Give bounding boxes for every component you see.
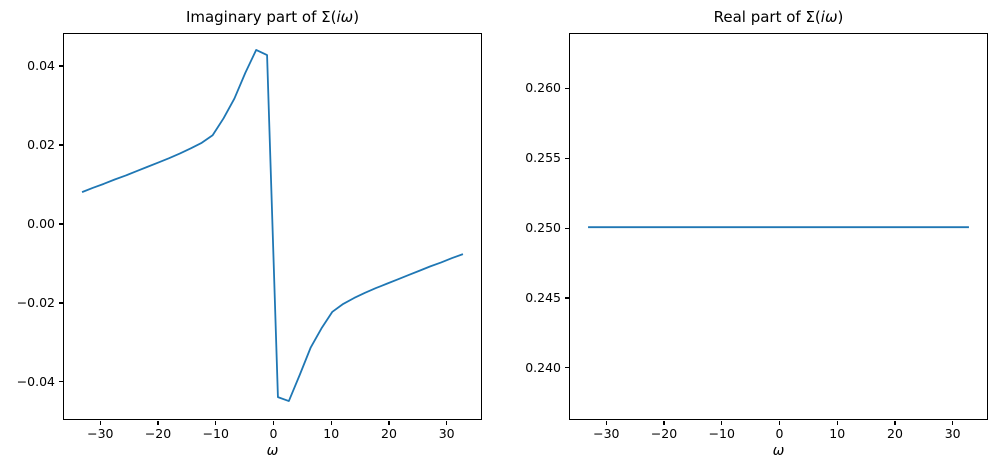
plot-area-imaginary: −30 −20 −10 0 10 20 30 0.04 0.02 0.00 −0.02 −0.04 bbox=[17, 33, 482, 441]
y-tick-label: 0.245 bbox=[525, 290, 561, 306]
y-tick-mark bbox=[59, 144, 63, 146]
y-tick-label: 0.04 bbox=[27, 57, 55, 73]
plot-area-real: −30 −20 −10 0 10 20 30 0.260 0.255 0.250 0.245 0.24… bbox=[525, 33, 988, 441]
x-tick-mark bbox=[952, 421, 954, 425]
title-text: Imaginary part of Σ( bbox=[185, 8, 337, 26]
x-tick-mark bbox=[605, 421, 607, 425]
x-tick-mark bbox=[215, 421, 217, 425]
x-tick-mark bbox=[272, 421, 275, 425]
y-tick-mark bbox=[565, 157, 569, 159]
x-tick-label: −10 bbox=[708, 426, 735, 441]
y-tick-mark bbox=[59, 381, 63, 383]
title-math-text: iω bbox=[820, 8, 838, 26]
x-tick-mark bbox=[894, 421, 896, 425]
y-tick-mark bbox=[59, 65, 63, 67]
x-tick-mark bbox=[836, 421, 838, 425]
x-tick-mark bbox=[446, 421, 448, 425]
x-tick-mark bbox=[778, 421, 781, 425]
x-tick-mark bbox=[721, 421, 723, 425]
y-tick-mark bbox=[565, 297, 569, 299]
x-tick-label: 0 bbox=[775, 426, 784, 441]
y-tick-mark bbox=[565, 87, 569, 90]
x-tick-label: 20 bbox=[887, 426, 903, 441]
x-axis-label-omega: ω bbox=[266, 443, 279, 459]
x-tick-mark bbox=[99, 421, 101, 425]
title-text: Real part of Σ( bbox=[713, 8, 821, 26]
line-chart-canvas bbox=[588, 226, 969, 229]
y-tick-mark bbox=[565, 367, 569, 369]
title-math-text: iω bbox=[336, 8, 354, 26]
y-tick-mark bbox=[59, 302, 63, 304]
x-tick-label: 10 bbox=[829, 426, 846, 441]
x-axis-label-omega: ω bbox=[772, 443, 785, 459]
x-tick-mark bbox=[663, 421, 665, 425]
x-tick-label: −30 bbox=[593, 426, 620, 441]
plot-title-real: Real part of Σ(iω) bbox=[569, 7, 988, 27]
y-tick-label: 0.00 bbox=[27, 215, 55, 231]
x-tick-label: −30 bbox=[87, 426, 114, 441]
y-tick-mark bbox=[565, 227, 569, 229]
data-line bbox=[81, 49, 464, 402]
x-tick-label: 20 bbox=[381, 426, 397, 441]
title-text: ) bbox=[837, 8, 844, 26]
y-tick-label: 0.240 bbox=[525, 359, 561, 375]
plot-title-imaginary: Imaginary part of Σ(iω) bbox=[63, 7, 482, 27]
x-tick-label: 30 bbox=[438, 426, 455, 441]
y-tick-label: 0.260 bbox=[525, 80, 561, 96]
subplot-real: Real part of Σ(iω) −30 −20 −10 0 10 20 30 0.260… bbox=[525, 0, 988, 472]
x-tick-label: −10 bbox=[202, 426, 229, 441]
x-tick-mark bbox=[330, 421, 332, 425]
x-tick-label: 30 bbox=[944, 426, 961, 441]
y-tick-label: 0.255 bbox=[525, 150, 561, 166]
x-tick-mark bbox=[157, 421, 159, 425]
subplot-imaginary: Imaginary part of Σ(iω) −30 −20 −10 0 10 20 30… bbox=[17, 0, 482, 472]
x-tick-label: −20 bbox=[650, 426, 678, 441]
y-tick-label: −0.04 bbox=[16, 373, 55, 389]
y-tick-label: 0.250 bbox=[525, 220, 561, 236]
x-tick-mark bbox=[388, 421, 390, 425]
y-tick-mark bbox=[59, 223, 63, 225]
y-tick-label: 0.02 bbox=[27, 136, 55, 152]
line-chart-canvas bbox=[81, 49, 464, 402]
x-tick-label: −20 bbox=[144, 426, 172, 441]
y-tick-label: −0.02 bbox=[16, 294, 55, 310]
title-text: ) bbox=[353, 8, 360, 26]
x-tick-label: 0 bbox=[269, 426, 278, 441]
x-tick-label: 10 bbox=[323, 426, 340, 441]
